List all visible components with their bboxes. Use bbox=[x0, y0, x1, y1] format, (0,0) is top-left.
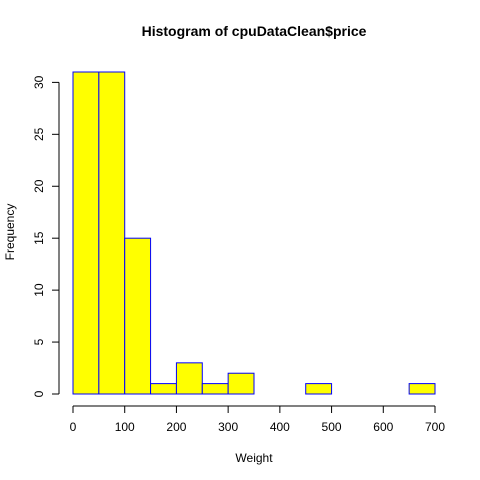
histogram-bar bbox=[408, 383, 436, 395]
y-axis: 0 5 10 15 20 25 30 bbox=[32, 75, 60, 397]
x-axis: 0 100 200 300 400 500 600 700 bbox=[70, 405, 445, 434]
y-tick-label: 25 bbox=[32, 127, 46, 141]
y-tick-label: 30 bbox=[32, 75, 46, 89]
x-tick-label: 400 bbox=[270, 420, 290, 434]
x-tick-label: 200 bbox=[166, 420, 186, 434]
y-tick-label: 20 bbox=[32, 179, 46, 193]
x-tick-label: 700 bbox=[425, 420, 445, 434]
x-axis-label: Weight bbox=[235, 451, 273, 465]
histogram-bar bbox=[72, 71, 100, 395]
bars-group bbox=[72, 71, 436, 395]
x-tick-label: 0 bbox=[70, 420, 77, 434]
y-tick-label: 10 bbox=[32, 283, 46, 297]
x-tick-label: 600 bbox=[373, 420, 393, 434]
y-tick-label: 0 bbox=[32, 390, 46, 397]
chart-title: Histogram of cpuDataClean$price bbox=[142, 23, 367, 39]
x-tick-label: 100 bbox=[115, 420, 135, 434]
y-tick-label: 15 bbox=[32, 231, 46, 245]
histogram-bar bbox=[124, 237, 152, 395]
histogram-bar bbox=[305, 383, 333, 395]
x-tick-label: 300 bbox=[218, 420, 238, 434]
histogram-bar bbox=[98, 71, 126, 395]
x-tick-label: 500 bbox=[322, 420, 342, 434]
histogram-bar bbox=[150, 383, 177, 395]
y-tick-label: 5 bbox=[32, 338, 46, 345]
histogram-bar bbox=[201, 383, 229, 395]
histogram-bar bbox=[227, 372, 255, 395]
histogram-bar bbox=[175, 362, 203, 395]
y-axis-label: Frequency bbox=[3, 204, 17, 261]
